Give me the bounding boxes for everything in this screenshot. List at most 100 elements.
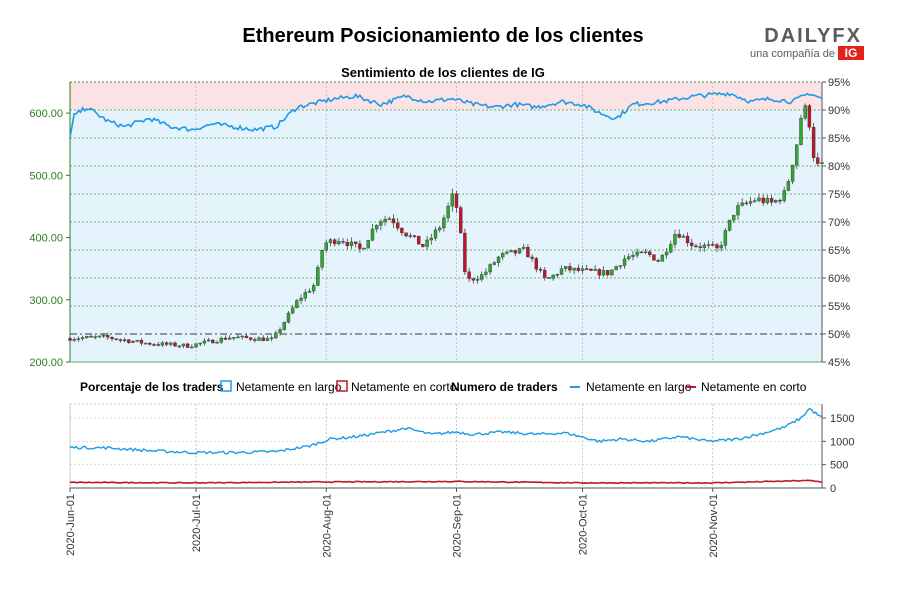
- candle-body-down: [694, 245, 698, 248]
- candle-body-down: [173, 342, 177, 347]
- chart-subtitle: Sentimiento de los clientes de IG: [341, 65, 545, 80]
- brand-tagline: una compañía de: [750, 48, 835, 60]
- candle: [202, 338, 207, 346]
- candle-body-down: [543, 269, 547, 278]
- count-tick-label: 1500: [830, 413, 854, 425]
- candle: [627, 253, 631, 261]
- candle-body-up: [320, 250, 324, 268]
- candle-body-down: [534, 258, 539, 270]
- candle-body-down: [568, 266, 572, 271]
- candle-body-down: [421, 244, 425, 247]
- candle: [211, 339, 215, 344]
- candle-body-up: [97, 335, 102, 338]
- candle: [374, 224, 379, 233]
- candle: [232, 337, 236, 341]
- legend-percent-long: Netamente en largo: [236, 380, 342, 394]
- candle: [341, 238, 345, 245]
- candle-body-down: [589, 268, 593, 271]
- price-tick-label: 400.00: [29, 233, 63, 245]
- candle: [740, 198, 744, 207]
- candle-body-up: [660, 254, 665, 262]
- candle: [803, 103, 807, 121]
- candle: [555, 273, 560, 278]
- candle: [480, 271, 484, 282]
- candle-body-down: [690, 242, 694, 247]
- price-tick-label: 500.00: [29, 170, 63, 182]
- candle-body-down: [454, 193, 459, 208]
- candle-body-up: [269, 337, 274, 340]
- candle-body-up: [349, 241, 354, 246]
- candle-body-down: [811, 126, 816, 158]
- candle: [328, 237, 333, 247]
- candle-body-down: [332, 239, 337, 245]
- candle: [253, 337, 257, 343]
- candle: [85, 335, 89, 339]
- price-tick-label: 200.00: [29, 357, 63, 369]
- legend-count-long: Netamente en largo: [586, 380, 692, 394]
- candle-body-up: [501, 253, 505, 258]
- candle: [748, 197, 753, 207]
- candle: [799, 114, 803, 146]
- candle-body-up: [782, 190, 786, 201]
- count-tick-label: 1000: [830, 436, 854, 448]
- candle: [694, 243, 698, 249]
- candle: [72, 337, 76, 343]
- candlesticks: [68, 103, 824, 349]
- candle: [786, 178, 791, 192]
- x-tick-label: 2020-Jun-01: [65, 494, 77, 556]
- candle: [353, 241, 358, 248]
- candle-body-down: [412, 235, 417, 237]
- candle: [227, 335, 232, 340]
- candle-body-up: [181, 343, 186, 347]
- candle-body-down: [152, 344, 156, 346]
- candle-body-up: [282, 321, 286, 330]
- candle-body-up: [509, 250, 513, 253]
- candle-body-up: [446, 205, 450, 219]
- candle-body-up: [753, 200, 757, 202]
- candle-body-up: [786, 181, 791, 191]
- candle: [106, 332, 110, 340]
- candle-body-up: [408, 235, 412, 237]
- candle-body-up: [198, 342, 202, 345]
- candle: [324, 240, 328, 253]
- candle-body-up: [673, 234, 677, 245]
- candle-body-up: [559, 268, 564, 275]
- candle: [580, 265, 585, 274]
- candle: [669, 240, 673, 254]
- candle-body-down: [118, 339, 123, 341]
- candle-body-up: [307, 290, 312, 293]
- candle-body-up: [362, 247, 366, 250]
- candle-body-down: [211, 339, 215, 344]
- candle-body-up: [748, 201, 753, 204]
- x-tick-label: 2020-Nov-01: [708, 494, 720, 558]
- candle: [303, 289, 307, 302]
- candle: [564, 266, 568, 272]
- candle-body-up: [681, 235, 686, 238]
- candle: [732, 214, 736, 224]
- candle: [185, 342, 190, 348]
- candle-body-down: [400, 227, 404, 234]
- candle: [198, 342, 202, 347]
- candle-body-up: [85, 336, 89, 338]
- candle-body-up: [316, 266, 320, 286]
- candle: [681, 233, 686, 238]
- count-short-line: [69, 479, 823, 485]
- candle-body-down: [639, 251, 644, 254]
- candle-body-down: [127, 339, 131, 343]
- candle-body-down: [530, 256, 534, 259]
- candle: [484, 268, 488, 277]
- candle: [337, 237, 341, 246]
- candle-body-down: [769, 197, 774, 203]
- candle: [274, 330, 278, 340]
- candle-body-down: [391, 218, 396, 224]
- candle: [412, 235, 417, 239]
- candle-body-up: [631, 255, 635, 257]
- candle: [534, 256, 539, 273]
- candle-body-up: [488, 264, 492, 273]
- candle: [349, 237, 354, 249]
- candle-body-down: [345, 242, 349, 246]
- ig-logo-text: IG: [845, 46, 858, 60]
- candle: [706, 240, 711, 249]
- candle: [711, 241, 715, 246]
- candle: [618, 265, 623, 270]
